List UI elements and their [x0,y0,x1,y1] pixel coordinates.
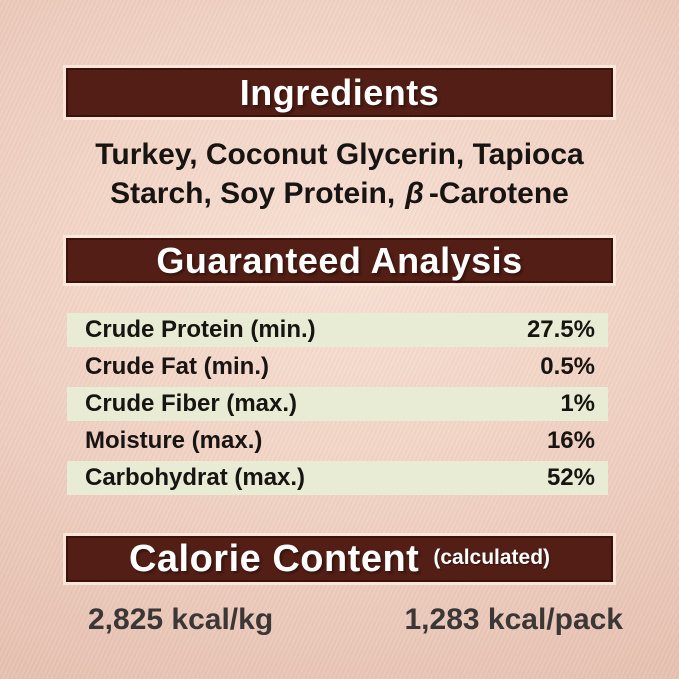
guaranteed-analysis-header-bar: Guaranteed Analysis [66,238,613,283]
table-row-carbohydrat: Carbohydrat (max.) 52% [67,461,608,495]
beta-carotene-symbol: β [405,177,424,210]
calorie-content-subtitle: (calculated) [433,546,551,569]
calorie-content-header-bar: Calorie Content (calculated) [66,536,613,582]
calories-per-pack: 1,283 kcal/pack [404,603,623,636]
table-row-crude-fiber: Crude Fiber (max.) 1% [67,387,608,421]
row-value: 1% [560,390,595,417]
calories-per-kg: 2,825 kcal/kg [88,603,274,636]
row-value: 16% [546,427,595,454]
row-label: Crude Fiber (max.) [85,390,298,417]
calorie-values-row: 2,825 kcal/kg 1,283 kcal/pack [0,603,679,637]
ingredients-line-2-prefix: Starch, Soy Protein, [110,177,396,210]
guaranteed-analysis-table: Crude Protein (min.) 27.5% Crude Fat (mi… [67,313,608,498]
ingredients-line-2: Starch, Soy Protein, β -Carotene [0,174,679,213]
guaranteed-analysis-title: Guaranteed Analysis [156,239,523,281]
ingredients-list: Turkey, Coconut Glycerin, Tapioca Starch… [0,135,679,213]
ingredients-line-2-suffix: -Carotene [428,177,569,210]
ingredients-title: Ingredients [239,71,440,113]
table-row-crude-protein: Crude Protein (min.) 27.5% [67,313,608,347]
row-value: 0.5% [540,353,595,380]
row-label: Moisture (max.) [85,427,263,454]
table-row-moisture: Moisture (max.) 16% [67,424,608,458]
row-label: Carbohydrat (max.) [85,464,306,491]
row-label: Crude Protein (min.) [85,316,316,343]
row-value: 27.5% [526,316,595,343]
row-label: Crude Fat (min.) [85,353,269,380]
ingredients-line-1: Turkey, Coconut Glycerin, Tapioca [95,138,584,171]
calorie-content-title: Calorie Content [128,537,420,580]
ingredients-header-bar: Ingredients [66,68,613,117]
table-row-crude-fat: Crude Fat (min.) 0.5% [67,350,608,384]
row-value: 52% [546,464,595,491]
